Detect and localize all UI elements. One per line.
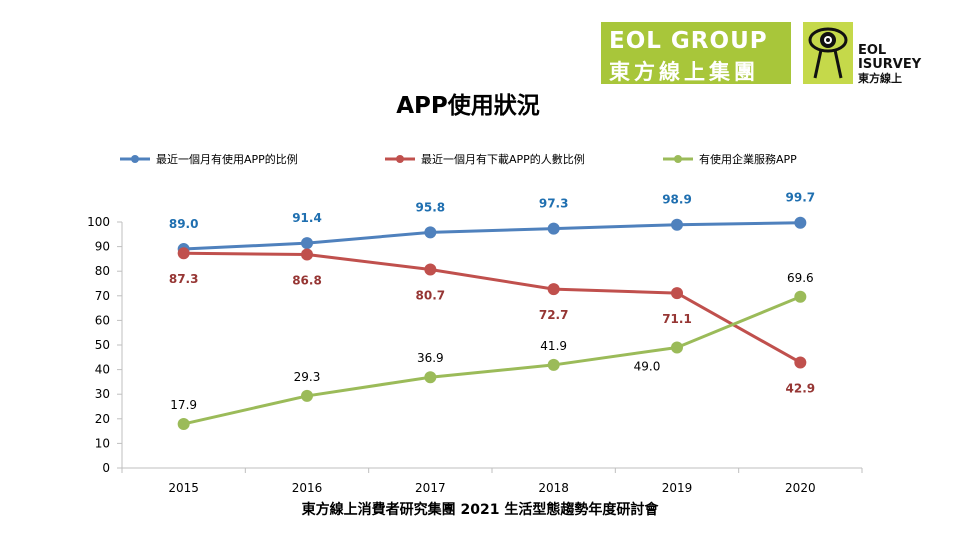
data-label: 72.7 — [539, 308, 569, 322]
data-point — [671, 218, 683, 231]
data-point — [177, 417, 190, 430]
legend-label: 有使用企業服務APP — [699, 152, 797, 166]
data-point — [547, 358, 560, 371]
data-point — [671, 287, 683, 300]
chart-legend: 最近一個月有使用APP的比例 最近一個月有下載APP的人數比例 有使用企業服務APP — [120, 152, 797, 166]
y-tick-label: 70 — [95, 289, 110, 303]
data-point — [424, 371, 437, 384]
series-line — [183, 251, 802, 364]
data-point — [301, 389, 313, 402]
data-point — [301, 237, 313, 250]
chart-plot-area: 89.0 91.4 95.8 97.3 98.9 99.7 87.3 86.8 80.7 72.7… — [169, 191, 815, 430]
data-label: 91.4 — [292, 211, 322, 225]
chart-axes: 0 10 20 30 40 50 60 70 80 90 100 2015 2016 2017 2018 20… — [87, 215, 863, 495]
data-point — [794, 216, 807, 229]
y-tick-label: 10 — [95, 436, 110, 450]
x-tick-label: 2017 — [415, 481, 446, 495]
x-tick-label: 2020 — [785, 481, 816, 495]
isurvey-logo-line1: EOL — [858, 43, 887, 58]
data-label: 89.0 — [169, 217, 199, 231]
data-label: 86.8 — [292, 273, 322, 287]
series-line — [183, 221, 801, 251]
chart-title: APP使用狀況 — [396, 93, 540, 119]
y-tick-label: 80 — [95, 264, 110, 278]
data-point — [547, 222, 560, 235]
y-tick-label: 30 — [95, 387, 110, 401]
data-label: 69.6 — [787, 271, 814, 285]
data-label: 36.9 — [417, 351, 444, 365]
isurvey-eye-logo-icon — [803, 22, 853, 84]
isurvey-logo-text: EOL ISURVEY 東方線上 — [858, 44, 921, 86]
y-tick-label: 20 — [95, 412, 110, 426]
x-tick-label: 2018 — [538, 481, 569, 495]
legend-label: 最近一個月有使用APP的比例 — [156, 152, 298, 166]
legend-marker — [674, 155, 682, 163]
data-label: 17.9 — [170, 398, 197, 412]
data-label: 80.7 — [416, 288, 446, 302]
data-label: 97.3 — [539, 197, 569, 211]
x-tick-label: 2019 — [662, 481, 693, 495]
data-label: 42.9 — [786, 381, 816, 395]
data-point — [794, 356, 807, 369]
data-label: 99.7 — [786, 191, 816, 205]
y-tick-label: 60 — [95, 313, 110, 327]
data-point — [547, 283, 560, 296]
data-label: 49.0 — [634, 359, 661, 373]
y-tick-label: 0 — [102, 461, 110, 475]
y-tick-label: 90 — [95, 240, 110, 254]
isurvey-logo-line3: 東方線上 — [858, 72, 902, 85]
data-point — [177, 247, 190, 260]
eol-group-logo: EOL GROUP 東方線上集團 — [601, 22, 791, 84]
legend-marker — [131, 155, 139, 163]
x-tick-label: 2015 — [168, 481, 199, 495]
x-tick-label: 2016 — [292, 481, 323, 495]
series-line — [183, 295, 801, 426]
data-label: 71.1 — [662, 312, 692, 326]
y-tick-label: 50 — [95, 338, 110, 352]
footer-caption: 東方線上消費者研究集團 2021 生活型態趨勢年度研討會 — [301, 502, 659, 518]
data-point — [794, 290, 807, 303]
data-point — [424, 263, 437, 276]
data-point — [301, 248, 313, 261]
data-label: 95.8 — [416, 200, 446, 214]
isurvey-logo-line2: ISURVEY — [858, 57, 922, 72]
data-label: 87.3 — [169, 272, 199, 286]
data-point — [671, 341, 683, 354]
data-label: 98.9 — [662, 193, 692, 207]
y-tick-label: 40 — [95, 363, 110, 377]
eol-logo-line2: 東方線上集團 — [609, 60, 759, 84]
data-label: 29.3 — [294, 370, 321, 384]
data-label: 41.9 — [540, 339, 567, 353]
data-point — [424, 226, 437, 239]
legend-marker — [396, 155, 404, 163]
y-tick-label: 100 — [87, 215, 110, 229]
legend-label: 最近一個月有下載APP的人數比例 — [421, 152, 585, 166]
eol-logo-line1: EOL GROUP — [609, 28, 768, 54]
